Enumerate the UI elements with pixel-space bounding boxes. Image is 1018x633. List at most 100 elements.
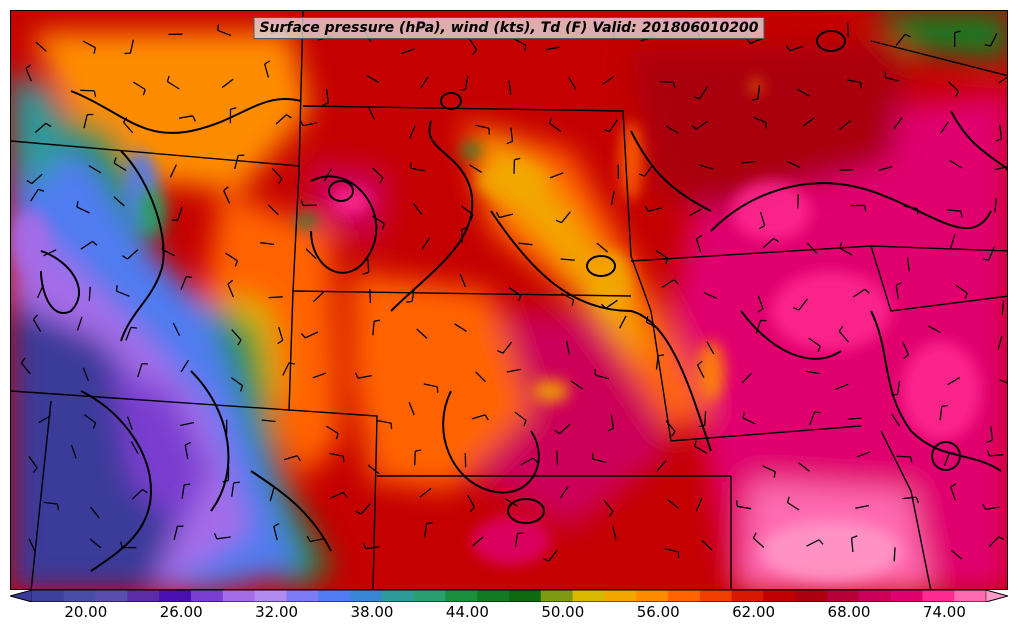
wind-barb-flag [998,536,1005,541]
colorbar-segment [127,590,160,602]
wind-barb-shaft [83,114,88,129]
field-orange-plains [351,271,531,491]
wind-barb-shaft [947,377,961,386]
wind-barb-shaft [695,120,709,130]
colorbar-tick-label: 74.00 [922,603,966,621]
wind-barb-flag [32,467,38,474]
blob-magenta-1 [471,516,551,566]
wind-barb-flag [752,532,757,539]
wind-barb-shaft [699,86,708,100]
wind-barb-shaft [798,298,808,311]
wind-barb-shaft [126,416,133,431]
wind-barb-flag [161,243,164,250]
field-green-transition [201,301,331,589]
colorbar-segment [922,590,955,602]
colorbar-segment [636,590,669,602]
contour-15 [950,110,1007,171]
wind-barb-shaft [592,458,607,463]
wind-barb-flag [306,535,311,542]
wind-barb-shaft [697,364,705,378]
wind-barb-flag [555,219,562,224]
contour-7 [70,90,302,134]
wind-barb-shaft [896,380,901,395]
wind-barb-shaft [855,504,870,509]
wind-barb-flag [773,237,779,243]
wind-barb-flag [950,483,957,488]
wind-barb-flag [300,332,306,339]
wind-barb-shaft [994,166,1007,171]
wind-barb-flag [495,211,500,218]
wind-barb-flag [638,173,646,177]
wind-barb-shaft [988,536,1000,548]
wind-barb-shaft [999,124,1003,139]
wind-barb-shaft [464,75,469,90]
wind-barb-flag [693,96,701,100]
wind-barb-flag [335,433,339,440]
wind-barb-flag [600,303,607,309]
wind-barb-shaft [268,296,283,299]
blob-orange-1 [697,341,725,401]
wind-barb-shaft [32,319,42,332]
wind-barb-flag [764,122,767,129]
contour-14 [250,470,332,552]
wind-barbs [20,22,1007,562]
wind-barb-flag [960,211,963,218]
wind-barb-shaft [559,485,569,499]
wind-barb-shaft [283,455,298,461]
wind-barb-flag [406,300,413,303]
wind-barb-flag [355,510,362,515]
wind-barb-flag [278,178,283,185]
colorbar-tick-label: 56.00 [636,603,680,621]
wind-barb-flag [213,533,218,540]
wind-barb-shaft [401,48,415,55]
wind-barb-shaft [950,549,963,560]
wind-barb-flag [603,128,610,133]
wind-barb-shaft [82,367,90,382]
wind-barb-flag [342,456,345,463]
wind-barb-flag [122,116,128,123]
wind-barb-shaft [408,401,415,416]
wind-barb-flag [607,427,614,432]
wind-barb-shaft [180,359,190,373]
wind-barb-shaft [416,328,428,339]
wind-barb-shaft [852,288,866,298]
wind-barb-flag [342,492,348,498]
wind-barb-flag [264,60,271,65]
boundary-13 [880,430,932,589]
wind-barb-flag [497,350,504,354]
wind-barb-shaft [230,377,243,387]
wind-barb-shaft [789,45,804,52]
wind-barb-shaft [560,258,575,261]
wind-barb-shaft [472,536,484,547]
wind-barb-shaft [216,536,231,540]
wind-barb-flag [785,45,791,52]
colorbar-tick-label: 62.00 [732,603,776,621]
wind-barb-shaft [695,238,702,253]
wind-barb-shaft [568,76,577,90]
wind-barb-flag [696,234,703,240]
wind-barb-shaft [43,501,58,505]
wind-barb-shaft [846,22,849,37]
wind-barb-shaft [664,548,679,553]
wind-barb-shaft [741,160,756,164]
colorbar-segment [32,590,65,602]
wind-barb-shaft [419,487,432,498]
wind-barb-flag [915,496,920,504]
wind-barb-shaft [896,455,911,458]
wind-barb-shaft [545,46,560,51]
wind-barb-shaft [520,457,534,466]
wind-barb-flag [757,308,764,313]
wind-barb-shaft [88,286,91,301]
wind-barb-shaft [603,500,614,512]
wind-barb-shaft [689,208,703,217]
wind-barb-flag [742,411,745,419]
blob-green-2 [296,213,316,229]
wind-barb-shaft [514,411,527,422]
wind-barb-shaft [559,423,571,435]
wind-barb-flag [554,429,560,435]
wind-barb-shaft [661,279,675,288]
colorbar-segment [572,590,605,602]
wind-barb-shaft [366,75,380,84]
wind-barb-shaft [372,321,375,336]
wind-barb-shaft [513,38,527,46]
